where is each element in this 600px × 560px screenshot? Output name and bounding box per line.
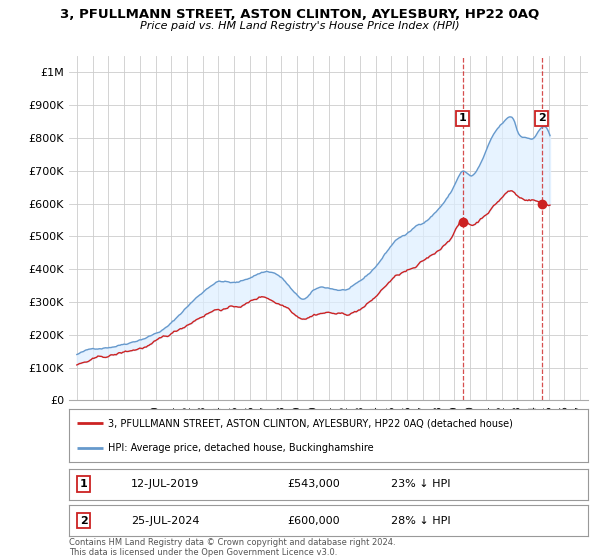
Text: 2: 2 — [538, 113, 545, 123]
Text: 1: 1 — [459, 113, 467, 123]
Text: 28% ↓ HPI: 28% ↓ HPI — [391, 516, 451, 525]
Text: HPI: Average price, detached house, Buckinghamshire: HPI: Average price, detached house, Buck… — [108, 442, 374, 452]
Text: 12-JUL-2019: 12-JUL-2019 — [131, 479, 200, 489]
Text: 23% ↓ HPI: 23% ↓ HPI — [391, 479, 450, 489]
Text: Price paid vs. HM Land Registry's House Price Index (HPI): Price paid vs. HM Land Registry's House … — [140, 21, 460, 31]
Text: 3, PFULLMANN STREET, ASTON CLINTON, AYLESBURY, HP22 0AQ: 3, PFULLMANN STREET, ASTON CLINTON, AYLE… — [61, 8, 539, 21]
Text: 1: 1 — [80, 479, 88, 489]
Text: 2: 2 — [80, 516, 88, 525]
Text: 3, PFULLMANN STREET, ASTON CLINTON, AYLESBURY, HP22 0AQ (detached house): 3, PFULLMANN STREET, ASTON CLINTON, AYLE… — [108, 418, 513, 428]
Text: £543,000: £543,000 — [287, 479, 340, 489]
Text: 25-JUL-2024: 25-JUL-2024 — [131, 516, 200, 525]
Text: Contains HM Land Registry data © Crown copyright and database right 2024.
This d: Contains HM Land Registry data © Crown c… — [69, 538, 395, 557]
Text: £600,000: £600,000 — [287, 516, 340, 525]
